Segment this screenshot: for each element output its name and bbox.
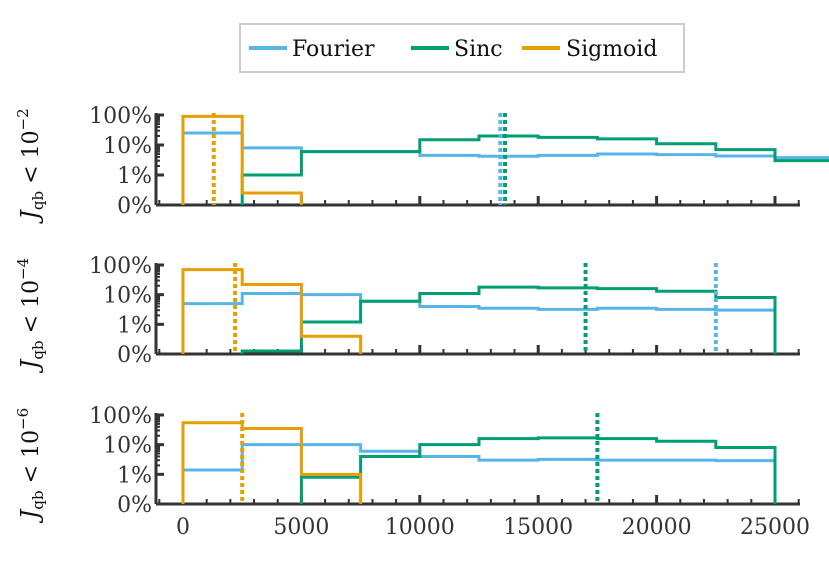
x-tick-label: 0 xyxy=(176,515,190,540)
legend-sinc-label: Sinc xyxy=(454,37,503,62)
hist-sigmoid xyxy=(181,268,363,354)
hist-fourier xyxy=(181,443,777,504)
x-tick-label: 5000 xyxy=(273,515,329,540)
y-tick-label: 10% xyxy=(103,284,152,309)
hist-sigmoid xyxy=(181,114,303,205)
hist-sinc xyxy=(240,285,777,354)
y-axis-label: Jqb < 10−6 xyxy=(14,408,47,524)
panel-1: 0% 1% 10% 100% Jqb < 10−2 xyxy=(14,104,829,225)
hist-fourier xyxy=(181,131,829,205)
hist-sigmoid xyxy=(181,421,363,504)
y-tick-label: 10% xyxy=(103,434,152,459)
panel-3: 0% 1% 10% 100% Jqb < 10−6 0 5000 10000 15000 2000… xyxy=(14,404,810,540)
legend-sigmoid-label: Sigmoid xyxy=(566,37,657,62)
y-tick-label: 100% xyxy=(89,104,152,129)
y-tick-label: 1% xyxy=(117,313,152,338)
y-tick-label: 0% xyxy=(117,493,152,518)
panel-2: 0% 1% 10% 100% Jqb < 10−4 xyxy=(14,254,800,374)
hist-sinc xyxy=(299,436,777,504)
y-tick-label: 100% xyxy=(89,254,152,279)
x-tick-label: 15000 xyxy=(503,515,573,540)
y-axis-label: Jqb < 10−4 xyxy=(14,258,47,374)
x-tick-label: 20000 xyxy=(622,515,692,540)
y-tick-label: 1% xyxy=(117,164,152,189)
hist-sinc xyxy=(240,134,829,205)
legend-box xyxy=(239,23,685,73)
y-tick-label: 100% xyxy=(89,404,152,429)
x-tick-label: 10000 xyxy=(385,515,455,540)
y-tick-label: 10% xyxy=(103,134,152,159)
y-tick-label: 0% xyxy=(117,343,152,368)
hist-fourier xyxy=(181,291,777,354)
legend: Fourier Sinc Sigmoid xyxy=(239,23,685,73)
y-axis-label: Jqb < 10−2 xyxy=(14,108,47,224)
y-tick-label: 0% xyxy=(117,194,152,219)
x-tick-label: 25000 xyxy=(740,515,810,540)
legend-fourier-label: Fourier xyxy=(292,37,375,62)
y-tick-label: 1% xyxy=(117,463,152,488)
